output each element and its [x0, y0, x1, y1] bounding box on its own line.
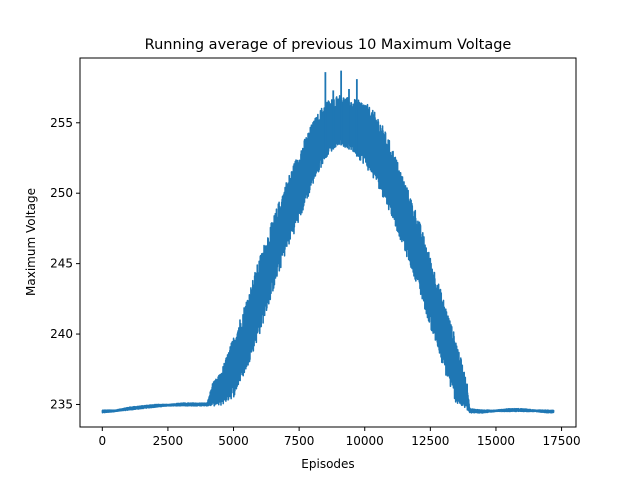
x-tick-label: 5000: [218, 434, 249, 448]
plot-area: [101, 70, 555, 414]
series-line: [101, 95, 555, 414]
y-axis-label: Maximum Voltage: [24, 188, 38, 296]
x-tick-label: 17500: [542, 434, 580, 448]
x-tick-label: 2500: [153, 434, 184, 448]
x-tick-label: 10000: [346, 434, 384, 448]
x-axis-label: Episodes: [301, 457, 354, 471]
x-tick-label: 15000: [477, 434, 515, 448]
x-tick-label: 12500: [411, 434, 449, 448]
y-tick-label: 235: [50, 397, 73, 411]
y-tick-label: 240: [50, 327, 73, 341]
plot-frame: [79, 57, 577, 428]
y-tick-label: 255: [50, 116, 73, 130]
x-tick-label: 0: [98, 434, 106, 448]
y-tick-label: 245: [50, 257, 73, 271]
y-tick-label: 250: [50, 186, 73, 200]
chart-title: Running average of previous 10 Maximum V…: [145, 37, 512, 53]
x-tick-label: 7500: [284, 434, 315, 448]
y-axis: 235 240 245 250 255: [50, 116, 80, 411]
x-axis: 0 2500 5000 7500 10000 12500 15000 17500: [98, 427, 581, 448]
